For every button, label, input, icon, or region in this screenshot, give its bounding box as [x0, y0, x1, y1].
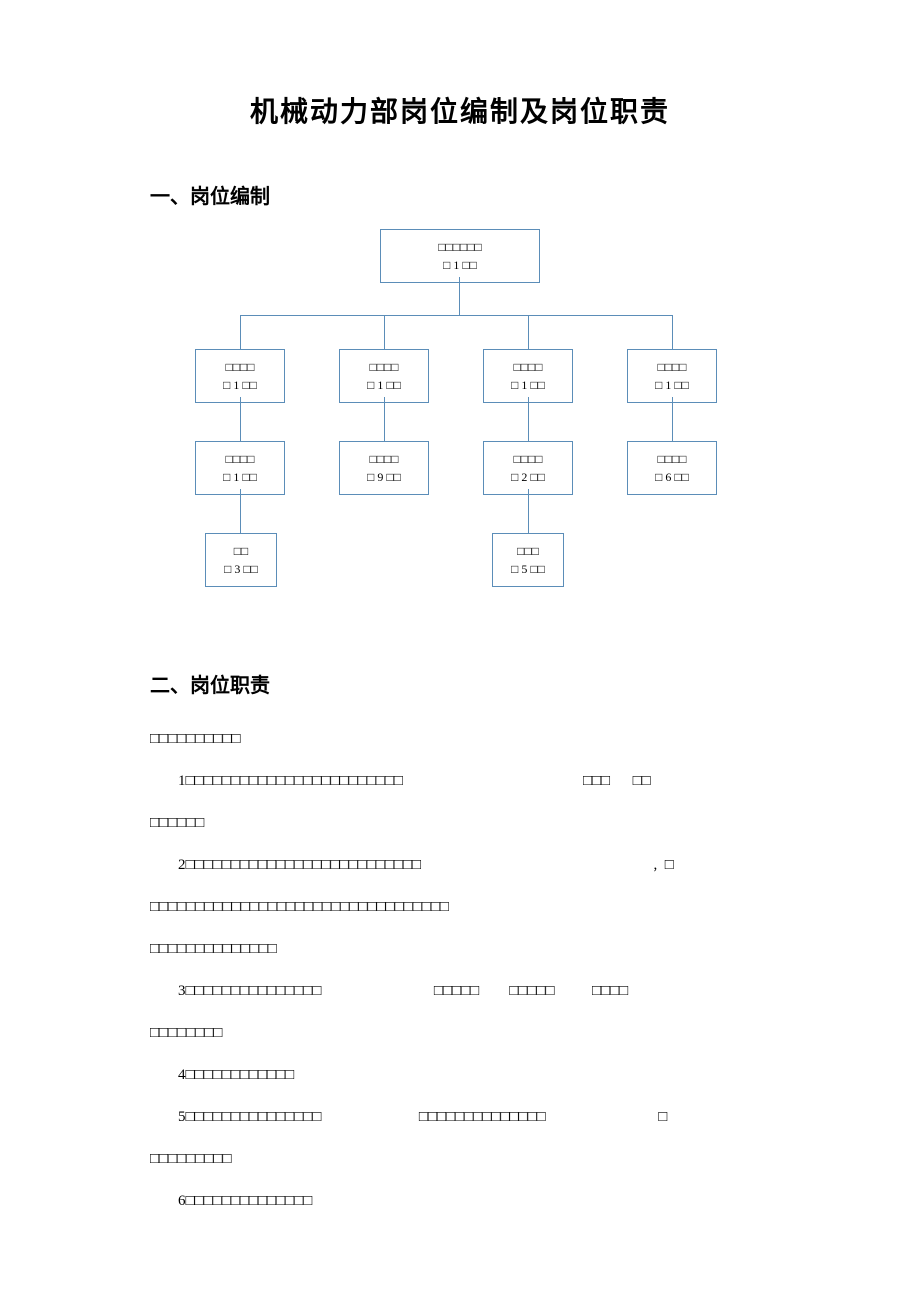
line: [384, 315, 385, 349]
item-5-lead: 5□□□□□□□□□□□□□□□ □□□□□□□□□□□□□□ □: [150, 1096, 820, 1138]
node-root-l1: □□□□□□: [387, 238, 533, 256]
node-c1-l1: □□: [212, 542, 270, 560]
line: [528, 397, 529, 441]
node-a4-l1: □□□□: [634, 358, 710, 376]
node-a1-l2: □ 1 □□: [202, 376, 278, 394]
item-3-lead: 3□□□□□□□□□□□□□□□ □□□□□ □□□□□ □□□□: [150, 970, 820, 1012]
line: [240, 315, 241, 349]
line: [384, 397, 385, 441]
node-b1-l2: □ 1 □□: [202, 468, 278, 486]
node-b4: □□□□ □ 6 □□: [627, 441, 717, 495]
node-b2-l2: □ 9 □□: [346, 468, 422, 486]
node-a3: □□□□ □ 1 □□: [483, 349, 573, 403]
node-a2-l2: □ 1 □□: [346, 376, 422, 394]
item-1-cont: □□□□□□: [150, 802, 820, 844]
node-c3-l2: □ 5 □□: [499, 560, 557, 578]
node-b1: □□□□ □ 1 □□: [195, 441, 285, 495]
line: [240, 315, 672, 316]
node-b2: □□□□ □ 9 □□: [339, 441, 429, 495]
node-c3-l1: □□□: [499, 542, 557, 560]
line: [672, 397, 673, 441]
node-b1-l1: □□□□: [202, 450, 278, 468]
node-b3-l2: □ 2 □□: [490, 468, 566, 486]
node-c3: □□□ □ 5 □□: [492, 533, 564, 587]
line: [672, 315, 673, 349]
org-chart: □□□□□□ □ 1 □□ □□□□ □ 1 □□ □□□□ □ 1 □□ □□…: [80, 229, 840, 629]
intro-line: □□□□□□□□□□: [150, 718, 820, 760]
line: [240, 489, 241, 533]
item-2-cont: □□□□□□□□□□□□□□□□□□□□□□□□□□□□□□□□□: [150, 886, 820, 928]
node-root-l2: □ 1 □□: [387, 256, 533, 274]
node-root: □□□□□□ □ 1 □□: [380, 229, 540, 283]
item-1-lead: 1□□□□□□□□□□□□□□□□□□□□□□□□ □□□ □□: [150, 760, 820, 802]
node-c1-l2: □ 3 □□: [212, 560, 270, 578]
page-title: 机械动力部岗位编制及岗位职责: [80, 90, 840, 130]
section2-body: □□□□□□□□□□ 1□□□□□□□□□□□□□□□□□□□□□□□□ □□□…: [150, 718, 820, 1222]
section2-heading: 二、岗位职责: [150, 669, 840, 698]
node-b4-l1: □□□□: [634, 450, 710, 468]
node-a2-l1: □□□□: [346, 358, 422, 376]
node-b2-l1: □□□□: [346, 450, 422, 468]
node-a1-l1: □□□□: [202, 358, 278, 376]
node-a3-l2: □ 1 □□: [490, 376, 566, 394]
node-b4-l2: □ 6 □□: [634, 468, 710, 486]
item-2-lead: 2□□□□□□□□□□□□□□□□□□□□□□□□□□ , □: [150, 844, 820, 886]
node-c1: □□ □ 3 □□: [205, 533, 277, 587]
node-a2: □□□□ □ 1 □□: [339, 349, 429, 403]
section1-heading: 一、岗位编制: [150, 180, 840, 209]
line: [240, 397, 241, 441]
item-6-lead: 6□□□□□□□□□□□□□□: [150, 1180, 820, 1222]
node-a4-l2: □ 1 □□: [634, 376, 710, 394]
item-5-cont: □□□□□□□□□: [150, 1138, 820, 1180]
node-a3-l1: □□□□: [490, 358, 566, 376]
node-a1: □□□□ □ 1 □□: [195, 349, 285, 403]
node-b3-l1: □□□□: [490, 450, 566, 468]
item-3-cont: □□□□□□□□: [150, 1012, 820, 1054]
node-b3: □□□□ □ 2 □□: [483, 441, 573, 495]
line: [528, 315, 529, 349]
line: [528, 489, 529, 533]
line: [459, 277, 460, 315]
item-2b-lead: □□□□□□□□□□□□□□: [150, 928, 820, 970]
item-4-lead: 4□□□□□□□□□□□□: [150, 1054, 820, 1096]
node-a4: □□□□ □ 1 □□: [627, 349, 717, 403]
